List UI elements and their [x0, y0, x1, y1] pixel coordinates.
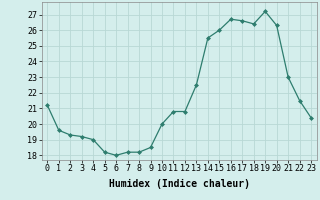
X-axis label: Humidex (Indice chaleur): Humidex (Indice chaleur) [109, 179, 250, 189]
